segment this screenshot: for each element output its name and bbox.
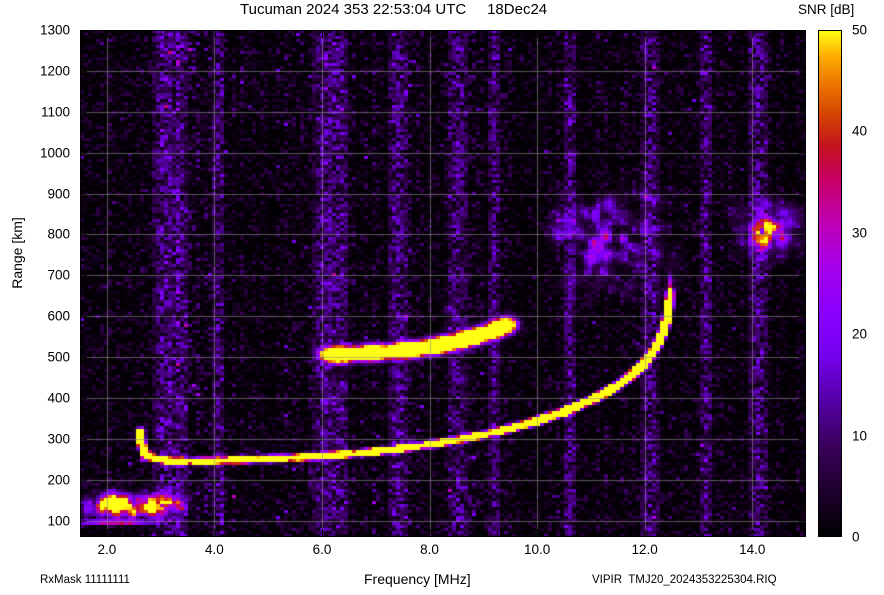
y-tick-label: 1000 (39, 145, 70, 161)
x-tick-label: 8.0 (420, 542, 439, 557)
heatmap-plot-area[interactable] (80, 30, 806, 537)
x-tick-label: 14.0 (739, 542, 766, 557)
x-tick-label: 6.0 (312, 542, 332, 557)
y-tick-label: 400 (47, 390, 70, 406)
x-axis-title: Frequency [MHz] (364, 571, 471, 587)
y-tick-label: 1300 (39, 22, 70, 38)
colorbar-tick-label: 10 (852, 428, 868, 444)
colorbar-tick-label: 40 (852, 123, 868, 139)
y-tick-label: 700 (47, 267, 70, 283)
ionogram-heatmap-canvas[interactable] (80, 30, 806, 537)
y-tick-label: 800 (47, 226, 70, 242)
colorbar-tick-label: 20 (852, 326, 868, 342)
colorbar-tick-label: 30 (852, 225, 868, 241)
instrument-file-label: VIPIR TMJ20_2024353225304.RIQ (592, 574, 777, 586)
colorbar-title: SNR [dB] (798, 2, 855, 17)
x-tick-label: 2.0 (97, 542, 117, 557)
colorbar-tick-label: 50 (852, 22, 868, 38)
rxmask-label: RxMask 11111111 (40, 574, 130, 586)
colorbar[interactable] (818, 30, 842, 537)
page-title: Tucuman 2024 353 22:53:04 UTC 18Dec24 (240, 1, 548, 18)
x-tick-label: 12.0 (631, 542, 658, 557)
colorbar-tick-label: 0 (852, 529, 860, 545)
colorbar-gradient-swatch (818, 30, 842, 537)
y-tick-label: 200 (47, 472, 70, 488)
y-axis-tick-labels: 100 200 300 400 500 600 700 800 900 1000 1100 1200 1… (0, 0, 74, 595)
x-tick-label: 4.0 (205, 542, 224, 557)
y-tick-label: 1200 (39, 63, 70, 79)
y-tick-label: 600 (47, 308, 70, 324)
y-tick-label: 500 (47, 349, 70, 365)
x-tick-label: 10.0 (523, 542, 551, 557)
y-tick-label: 900 (47, 186, 70, 202)
y-tick-label: 300 (47, 431, 70, 447)
figure-title-row: Tucuman 2024 353 22:53:04 UTC 18Dec24 SN… (0, 0, 884, 22)
y-tick-label: 100 (47, 513, 70, 529)
y-tick-label: 1100 (40, 104, 70, 120)
